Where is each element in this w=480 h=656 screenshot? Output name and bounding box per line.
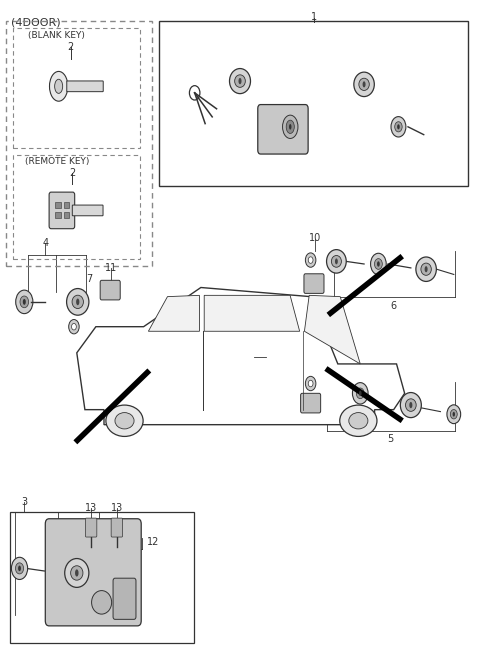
Text: 1: 1 — [311, 12, 317, 22]
FancyBboxPatch shape — [85, 518, 97, 537]
Ellipse shape — [305, 377, 316, 391]
FancyBboxPatch shape — [67, 81, 103, 92]
Ellipse shape — [362, 81, 366, 87]
Ellipse shape — [397, 124, 400, 129]
Ellipse shape — [106, 405, 143, 436]
Ellipse shape — [340, 405, 377, 436]
Ellipse shape — [71, 565, 83, 580]
Ellipse shape — [69, 319, 79, 334]
Bar — [10, 512, 194, 643]
Ellipse shape — [229, 68, 251, 94]
Text: 13: 13 — [111, 503, 123, 513]
Ellipse shape — [72, 323, 76, 330]
Ellipse shape — [395, 122, 402, 132]
Polygon shape — [304, 295, 360, 364]
Ellipse shape — [409, 402, 412, 408]
Text: 13: 13 — [85, 503, 97, 513]
Ellipse shape — [76, 298, 79, 305]
Ellipse shape — [416, 257, 436, 281]
Ellipse shape — [391, 117, 406, 137]
Ellipse shape — [326, 250, 346, 273]
Ellipse shape — [65, 558, 89, 587]
Ellipse shape — [308, 256, 313, 263]
Text: 7: 7 — [86, 274, 93, 285]
Polygon shape — [148, 295, 199, 331]
Text: 12: 12 — [147, 537, 159, 547]
Ellipse shape — [283, 115, 298, 138]
Ellipse shape — [335, 258, 338, 264]
FancyBboxPatch shape — [100, 280, 120, 300]
Ellipse shape — [289, 124, 291, 130]
FancyBboxPatch shape — [304, 274, 324, 293]
Text: 9: 9 — [293, 401, 300, 411]
Ellipse shape — [354, 72, 374, 96]
Text: 6: 6 — [391, 300, 397, 310]
Ellipse shape — [92, 590, 112, 614]
Ellipse shape — [453, 412, 455, 417]
Ellipse shape — [75, 569, 79, 577]
Bar — [55, 202, 61, 208]
Polygon shape — [77, 287, 405, 424]
Bar — [55, 212, 61, 218]
Text: 2: 2 — [69, 168, 75, 178]
Ellipse shape — [18, 565, 21, 571]
Ellipse shape — [450, 409, 457, 419]
Text: (4DOOR): (4DOOR) — [11, 18, 60, 28]
Ellipse shape — [15, 563, 24, 574]
Text: 8: 8 — [312, 274, 318, 285]
Ellipse shape — [421, 263, 432, 276]
Ellipse shape — [16, 290, 33, 314]
FancyBboxPatch shape — [49, 192, 75, 229]
FancyBboxPatch shape — [258, 104, 308, 154]
Text: 4: 4 — [42, 238, 48, 248]
Text: 2: 2 — [68, 42, 74, 52]
Ellipse shape — [331, 255, 341, 267]
Ellipse shape — [67, 289, 89, 315]
Ellipse shape — [377, 261, 380, 266]
Ellipse shape — [20, 296, 29, 308]
Bar — [159, 21, 468, 186]
Ellipse shape — [352, 382, 368, 404]
Ellipse shape — [308, 380, 313, 387]
Ellipse shape — [55, 79, 63, 93]
Text: 10: 10 — [309, 234, 322, 243]
Ellipse shape — [49, 72, 68, 101]
Ellipse shape — [115, 413, 134, 429]
Ellipse shape — [23, 299, 26, 305]
Ellipse shape — [400, 392, 421, 418]
FancyBboxPatch shape — [45, 519, 141, 626]
Ellipse shape — [286, 120, 294, 133]
Ellipse shape — [374, 258, 382, 270]
Text: 11: 11 — [290, 382, 302, 392]
FancyBboxPatch shape — [72, 205, 103, 216]
Text: 11: 11 — [105, 262, 117, 273]
Ellipse shape — [235, 75, 245, 87]
Ellipse shape — [305, 253, 316, 267]
Ellipse shape — [356, 388, 364, 399]
Ellipse shape — [349, 413, 368, 429]
Text: (BLANK KEY): (BLANK KEY) — [28, 31, 84, 40]
FancyBboxPatch shape — [113, 578, 136, 619]
Ellipse shape — [371, 253, 386, 275]
Bar — [64, 212, 69, 218]
FancyBboxPatch shape — [300, 394, 321, 413]
Ellipse shape — [406, 399, 416, 411]
Ellipse shape — [72, 295, 84, 308]
Ellipse shape — [239, 78, 241, 84]
Ellipse shape — [359, 390, 361, 396]
Ellipse shape — [425, 266, 428, 272]
Bar — [64, 202, 69, 208]
FancyBboxPatch shape — [111, 518, 122, 537]
Ellipse shape — [359, 78, 369, 91]
Text: 5: 5 — [387, 434, 394, 445]
Polygon shape — [204, 295, 300, 331]
Text: (REMOTE KEY): (REMOTE KEY) — [25, 157, 90, 166]
Ellipse shape — [447, 405, 461, 424]
Text: 3: 3 — [21, 497, 27, 506]
Ellipse shape — [12, 558, 28, 579]
